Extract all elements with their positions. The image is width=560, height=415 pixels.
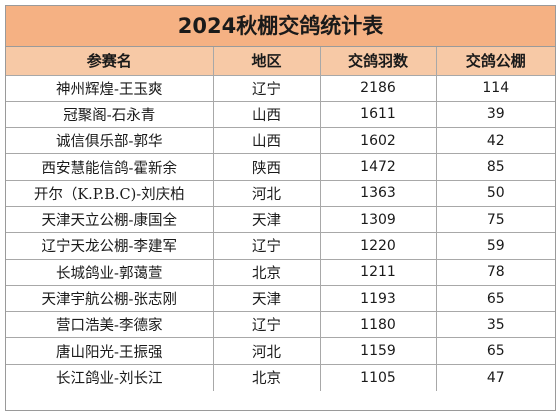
column-header-loft-count: 交鸽公棚 — [436, 47, 555, 76]
table-row: 西安慧能信鸽-霍新余 陕西 1472 85 — [6, 153, 555, 181]
cell-pigeon-count: 1472 — [320, 153, 437, 181]
cell-region: 辽宁 — [213, 311, 321, 339]
cell-region: 辽宁 — [213, 232, 321, 260]
cell-loft-count: 65 — [436, 285, 555, 313]
cell-entrant-name: 长城鸽业-郭蔼萱 — [6, 259, 214, 286]
sheet-title: 2024秋棚交鸽统计表 — [6, 6, 555, 47]
cell-region: 北京 — [213, 364, 321, 391]
cell-loft-count: 65 — [436, 337, 555, 365]
cell-region: 山西 — [213, 101, 321, 129]
cell-pigeon-count: 1211 — [320, 259, 437, 286]
cell-pigeon-count: 1220 — [320, 232, 437, 260]
cell-loft-count: 47 — [486, 369, 505, 386]
cell-loft-count: 75 — [436, 206, 555, 234]
table-row: 天津天立公棚-康国全 天津 1309 75 — [6, 206, 555, 234]
cell-region: 河北 — [213, 180, 321, 207]
cell-loft-count: 35 — [436, 311, 555, 339]
cell-loft-count: 42 — [436, 127, 555, 155]
cell-loft-count: 78 — [436, 259, 555, 286]
cell-region: 山西 — [213, 127, 321, 155]
table-row: 唐山阳光-王振强 河北 1159 65 — [6, 337, 555, 365]
cell-entrant-name: 诚信俱乐部-郭华 — [6, 127, 214, 155]
cell-entrant-name: 营口浩美-李德家 — [6, 311, 214, 339]
cell-region: 辽宁 — [213, 75, 321, 102]
cell-region: 河北 — [213, 337, 321, 365]
header-row: 参赛名 地区 交鸽羽数 交鸽公棚 — [6, 47, 555, 76]
cell-entrant-name: 开尔（K.P.B.C)-刘庆柏 — [6, 180, 214, 207]
cell-pigeon-count: 1105 — [320, 364, 437, 391]
statistics-table: 参赛名 地区 交鸽羽数 交鸽公棚 神州辉煌-王玉爽 辽宁 2186 114 冠聚阁-石永… — [6, 47, 555, 391]
cell-entrant-name: 唐山阳光-王振强 — [6, 337, 214, 365]
cell-loft-count: 114 — [436, 75, 555, 102]
cell-loft-count: 39 — [436, 101, 555, 129]
cell-pigeon-count: 1193 — [320, 285, 437, 313]
table-row: 冠聚阁-石永青 山西 1611 39 — [6, 101, 555, 129]
cell-region: 天津 — [213, 206, 321, 234]
cell-pigeon-count: 1309 — [320, 206, 437, 234]
table-row: 辽宁天龙公棚-李建军 辽宁 1220 59 — [6, 232, 555, 260]
table-row: 长城鸽业-郭蔼萱 北京 1211 78 — [6, 259, 555, 286]
cell-entrant-name: 天津天立公棚-康国全 — [6, 206, 214, 234]
cell-loft-count: 59 — [436, 232, 555, 260]
cell-region: 陕西 — [213, 153, 321, 181]
table-row: 长江鸽业-刘长江 北京 1105 47 — [6, 364, 555, 391]
table-row: 营口浩美-李德家 辽宁 1180 35 — [6, 311, 555, 339]
cell-entrant-name: 长江鸽业-刘长江 — [6, 364, 214, 391]
cell-loft-count: 85 — [436, 153, 555, 181]
cell-pigeon-count: 1363 — [320, 180, 437, 207]
cell-region: 天津 — [213, 285, 321, 313]
cell-entrant-name: 西安慧能信鸽-霍新余 — [6, 153, 214, 181]
cell-pigeon-count: 1602 — [320, 127, 437, 155]
table-row: 诚信俱乐部-郭华 山西 1602 42 — [6, 127, 555, 155]
column-header-pigeon-count: 交鸽羽数 — [320, 47, 437, 76]
table-row: 开尔（K.P.B.C)-刘庆柏 河北 1363 50 — [6, 180, 555, 207]
cell-entrant-name: 辽宁天龙公棚-李建军 — [6, 232, 214, 260]
cell-loft-count: 50 — [436, 180, 555, 207]
cell-region: 北京 — [213, 259, 321, 286]
cell-pigeon-count: 1180 — [320, 311, 437, 339]
cell-entrant-name: 神州辉煌-王玉爽 — [6, 75, 214, 102]
cell-pigeon-count: 2186 — [320, 75, 437, 102]
cell-pigeon-count: 1611 — [320, 101, 437, 129]
table-row: 天津宇航公棚-张志刚 天津 1193 65 — [6, 285, 555, 313]
table-row: 神州辉煌-王玉爽 辽宁 2186 114 — [6, 75, 555, 102]
column-header-region: 地区 — [213, 47, 321, 76]
statistics-sheet: 2024秋棚交鸽统计表 参赛名 地区 交鸽羽数 交鸽公棚 神州辉煌-王玉爽 辽宁 2… — [5, 5, 556, 411]
cell-pigeon-count: 1159 — [320, 337, 437, 365]
cell-entrant-name: 冠聚阁-石永青 — [6, 101, 214, 129]
column-header-name: 参赛名 — [6, 47, 214, 76]
cell-entrant-name: 天津宇航公棚-张志刚 — [6, 285, 214, 313]
